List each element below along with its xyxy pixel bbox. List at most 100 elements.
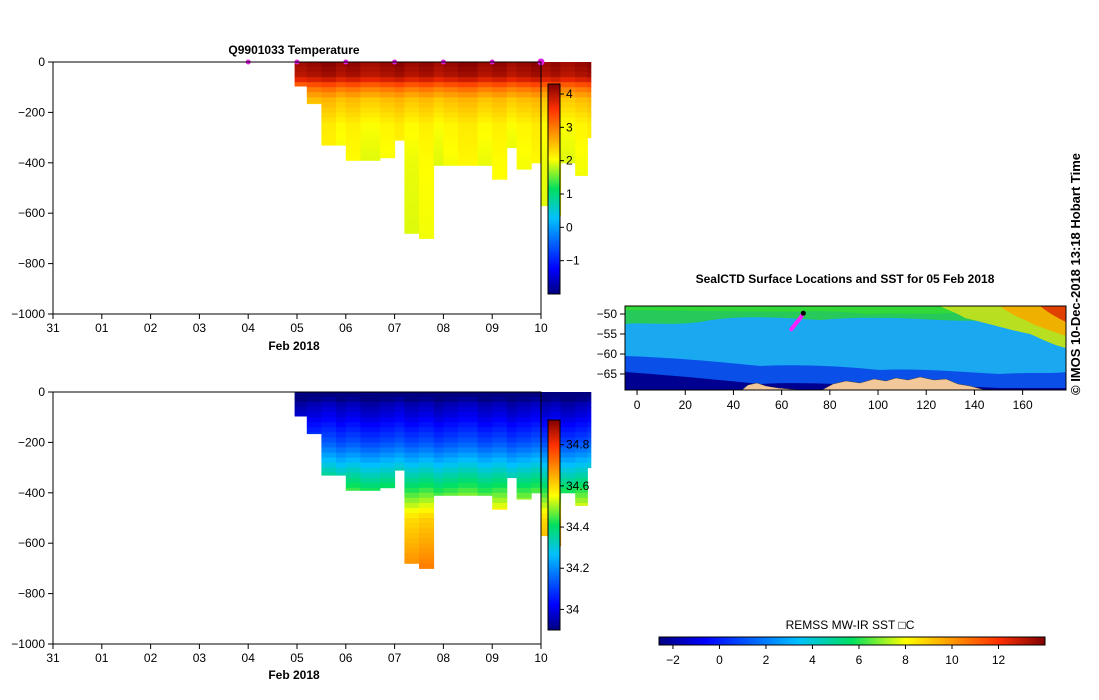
- sst-map-title: SealCTD Surface Locations and SST for 05…: [696, 272, 995, 286]
- profile-cell: [306, 402, 322, 408]
- profile-cell: [336, 72, 347, 78]
- profile-cell: [380, 417, 396, 423]
- profile-cell: [404, 422, 420, 428]
- profile-cell: [506, 442, 518, 448]
- profile-cell: [541, 167, 552, 174]
- profile-cell: [477, 102, 493, 108]
- profile-cell: [560, 452, 576, 458]
- profile-cell: [443, 92, 459, 98]
- profile-cell: [575, 497, 588, 504]
- map-x-tick-label: 80: [823, 398, 837, 412]
- profile-cell: [404, 183, 420, 189]
- profile-cell: [404, 397, 420, 403]
- profile-cell: [321, 417, 337, 423]
- profile-cell: [575, 82, 588, 88]
- profile-cell: [506, 97, 518, 103]
- x-tick-label: 07: [388, 321, 402, 335]
- profile-cell: [531, 417, 542, 423]
- profile-cell: [433, 117, 444, 123]
- profile-cell: [419, 437, 435, 443]
- profile-cell: [506, 432, 518, 438]
- profile-cell: [306, 427, 322, 433]
- profile-cell: [321, 472, 337, 476]
- profile-cell: [541, 492, 552, 499]
- profile-cell: [492, 397, 508, 403]
- profile-cell: [380, 477, 396, 484]
- profile-cell: [516, 497, 532, 500]
- profile-cell: [492, 142, 508, 149]
- profile-cell: [443, 102, 459, 108]
- profile-cell: [394, 402, 405, 408]
- profile-cell: [336, 87, 347, 93]
- profile-cell: [360, 457, 381, 463]
- x-tick-label: 07: [388, 651, 402, 665]
- profile-cell: [492, 102, 508, 108]
- sst-colorbar-tick-label: 0: [716, 653, 723, 667]
- profile-cell: [321, 392, 337, 398]
- profile-cell: [321, 127, 337, 133]
- profile-cell: [506, 417, 518, 423]
- sst-colorbar-tick-label: 10: [945, 653, 959, 667]
- profile-cell: [477, 117, 493, 123]
- profile-cell: [587, 72, 592, 78]
- profile-cell: [404, 188, 420, 194]
- profile-cell: [360, 472, 381, 479]
- profile-cell: [575, 122, 588, 128]
- profile-cell: [541, 188, 552, 194]
- profile-cell: [404, 218, 420, 224]
- profile-cell: [531, 422, 542, 428]
- profile-cell: [506, 447, 518, 453]
- profile-cell: [404, 492, 420, 499]
- x-tick-label: 03: [193, 321, 207, 335]
- profile-cell: [404, 72, 420, 78]
- profile-cell: [560, 457, 576, 463]
- profile-cell: [516, 147, 532, 154]
- profile-cell: [531, 407, 542, 413]
- map-x-tick-label: 20: [679, 398, 693, 412]
- y-tick-label: −800: [18, 587, 45, 601]
- profile-cell: [419, 87, 435, 93]
- profile-cell: [394, 452, 405, 458]
- profile-cell: [575, 432, 588, 438]
- profile-cell: [404, 223, 420, 229]
- profile-cell: [541, 97, 552, 103]
- profile-cell: [560, 447, 576, 453]
- profile-cell: [541, 122, 552, 128]
- profile-cell: [433, 157, 444, 164]
- profile-cell: [587, 442, 592, 448]
- profile-cell: [321, 87, 337, 93]
- profile-cell: [306, 422, 322, 428]
- profile-cell: [433, 432, 444, 438]
- profile-cell: [433, 162, 444, 166]
- profile-cell: [404, 447, 420, 453]
- profile-cell: [336, 427, 347, 433]
- profile-cell: [458, 77, 478, 83]
- profile-cell: [419, 107, 435, 113]
- profile-cell: [394, 392, 405, 398]
- sst-northeast-hot: [1040, 306, 1066, 322]
- profile-cell: [433, 477, 444, 484]
- profile-cell: [541, 477, 552, 484]
- x-tick-label: 02: [144, 651, 158, 665]
- profile-cell: [575, 437, 588, 443]
- profile-cell: [477, 112, 493, 118]
- profile-cell: [492, 452, 508, 458]
- y-tick-label: 0: [38, 385, 45, 399]
- profile-cell: [541, 432, 552, 438]
- map-x-tick-label: 140: [964, 398, 984, 412]
- salinity-panel: 0 −200 −400 −600 −800 −1000 31 01 02 03 04 05 06 07 0…: [11, 385, 592, 682]
- profile-cell: [541, 193, 552, 199]
- profile-cell: [458, 132, 478, 139]
- profile-cell: [404, 97, 420, 103]
- profile-cell: [516, 167, 532, 170]
- profile-cell: [380, 452, 396, 458]
- profile-cell: [433, 482, 444, 489]
- profile-cell: [345, 427, 361, 433]
- profile-cell: [477, 72, 493, 78]
- profile-cell: [404, 102, 420, 108]
- profile-cell: [477, 162, 493, 166]
- map-y-tick-label: −55: [597, 327, 618, 341]
- profile-cell: [419, 162, 435, 169]
- profile-cell: [575, 132, 588, 139]
- profile-cell: [394, 412, 405, 418]
